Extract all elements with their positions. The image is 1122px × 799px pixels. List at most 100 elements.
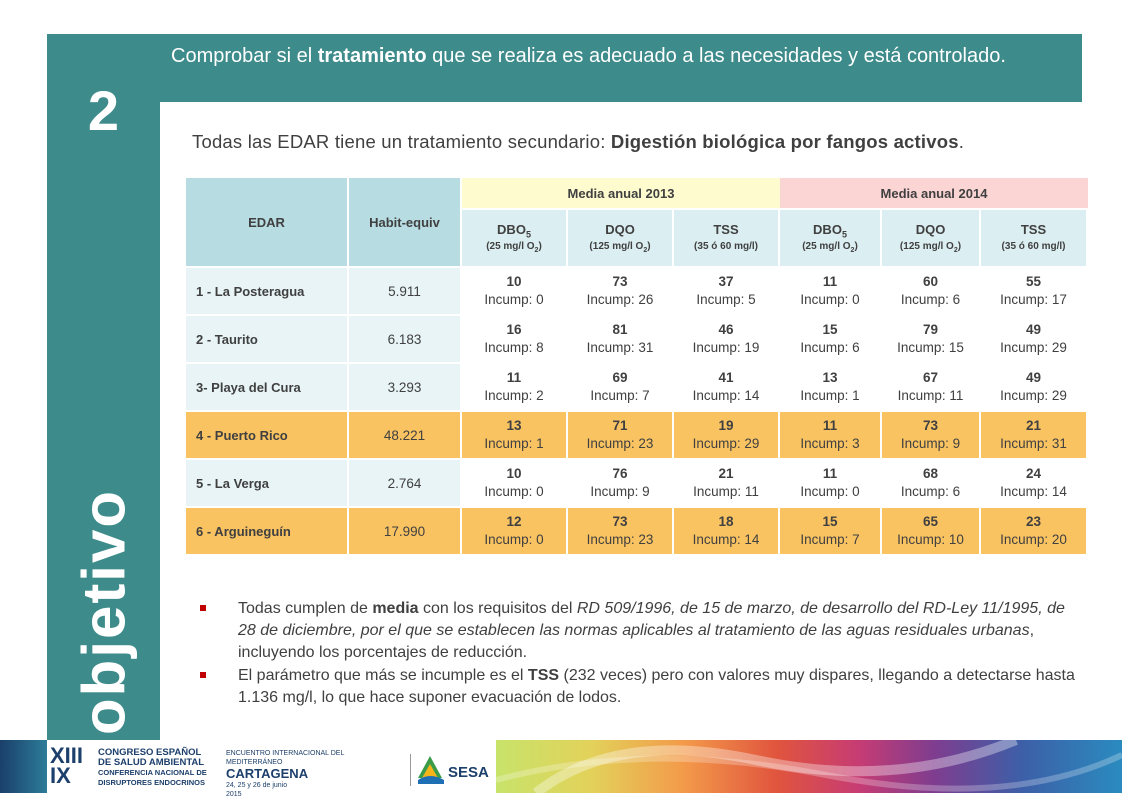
decorative-art [496,740,1122,793]
noncompliance-count: Incump: 9 [590,484,650,499]
limit-text: (25 mg/l O [486,241,535,253]
param-subscript: 5 [841,229,847,240]
noncompliance-count: Incump: 11 [693,484,759,499]
noncompliance-count: Incump: 23 [586,532,654,547]
conference-line: DISRUPTORES ENDOCRINOS [98,778,205,787]
sub-header-param: DQO [568,222,672,240]
limit-text: (25 mg/l O [802,241,851,253]
limit-subscript: 2 [534,247,539,255]
value-cell: 76 Incump: 9 [568,458,674,506]
vertical-section-title: objetivo [70,488,138,736]
bullet-italic: RD 509/1996, de 15 de marzo, de desarrol… [238,600,1065,639]
sub-header-limit: (125 mg/l O2) [882,241,979,254]
limit-subscript: 2 [643,247,648,255]
noncompliance-count: Incump: 1 [484,436,544,451]
noncompliance-count: Incump: 29 [1000,340,1067,355]
limit-text: ) [957,241,962,253]
noncompliance-count: Incump: 20 [1000,532,1067,547]
noncompliance-count: Incump: 14 [1000,484,1067,499]
sub-header-param: DQO [882,222,979,240]
habit-equiv-cell: 2.764 [349,458,462,506]
value-cell: 71 Incump: 23 [568,410,674,458]
habit-equiv-cell: 6.183 [349,314,462,362]
limit-text: ) [854,241,858,253]
param-name: TSS [1020,221,1047,237]
mean-value: 73 [922,418,939,433]
limit-text: ) [647,241,651,253]
noncompliance-count: Incump: 10 [897,532,964,547]
subtitle-text: . [958,131,965,152]
table-row: 2 - Taurito 6.183 16 Incump: 8 81 Incump: 31 4… [186,314,1088,362]
sesa-text: SESA [448,764,489,781]
group-header-2014: Media anual 2014 [780,178,1088,208]
param-name: DQO [605,221,635,237]
habit-equiv-cell: 17.990 [349,506,462,554]
congress-logo-mark [0,740,47,793]
congress-line: CONGRESO ESPAÑOL [98,747,202,758]
event-city: CARTAGENA [226,766,309,781]
conference-line: CONFERENCIA NACIONAL DE [98,768,207,777]
swirl-art [496,740,1122,793]
limit-text: (125 mg/l O [589,241,644,253]
noncompliance-count: Incump: 5 [696,292,756,307]
noncompliance-count: Incump: 17 [1000,292,1067,307]
group-header-2013: Media anual 2013 [462,178,780,208]
noncompliance-count: Incump: 0 [484,292,544,307]
mean-value: 69 [612,370,628,385]
value-cell: 79 Incump: 15 [882,314,981,362]
bullet-bold: TSS [527,667,560,684]
sub-header-cell: DQO (125 mg/l O2) [568,208,674,266]
event-dates: 24, 25 y 26 de junio [226,782,288,789]
mean-value: 24 [1025,466,1042,481]
mean-value: 12 [506,514,522,529]
value-cell: 11 Incump: 0 [780,458,882,506]
value-cell: 24 Incump: 14 [981,458,1088,506]
mean-value: 21 [718,466,734,481]
limit-subscript: 2 [850,247,855,255]
noncompliance-count: Incump: 29 [692,436,760,451]
mean-value: 79 [922,322,939,337]
sub-header-cell: TSS (35 ó 60 mg/l) [981,208,1088,266]
table-row: 4 - Puerto Rico 48.221 13 Incump: 1 71 Incump… [186,410,1088,458]
bullet-item: El parámetro que más se incumple es el T… [200,665,1075,709]
value-cell: 15 Incump: 7 [780,506,882,554]
value-cell: 10 Incump: 0 [462,458,568,506]
noncompliance-count: Incump: 2 [484,388,544,403]
sesa-icon: SESA [410,754,489,786]
mean-value: 49 [1025,370,1042,385]
noncompliance-count: Incump: 0 [800,292,860,307]
habit-equiv-cell: 5.911 [349,266,462,314]
header-text-part: Comprobar si el [171,45,318,67]
value-cell: 46 Incump: 19 [674,314,780,362]
sub-header-param: TSS [674,222,778,240]
bullet-item: Todas cumplen de media con los requisito… [200,598,1075,664]
table-body: 1 - La Posteragua 5.911 10 Incump: 0 73 Incum… [186,266,1088,554]
noncompliance-count: Incump: 14 [692,388,760,403]
value-cell: 13 Incump: 1 [462,410,568,458]
value-cell: 21 Incump: 31 [981,410,1088,458]
noncompliance-count: Incump: 23 [586,436,654,451]
mean-value: 21 [1025,418,1042,433]
bullet-text: Todas cumplen de [238,600,373,617]
mean-value: 10 [506,274,522,289]
bullet-square-icon [200,605,206,611]
header-bold-word: tratamiento [317,45,427,67]
bullet-text: , incluyendo los porcentajes de reducció… [238,622,1035,661]
value-cell: 11 Incump: 3 [780,410,882,458]
sidebar-band [47,34,160,740]
subtitle-text: Todas las EDAR tiene un tratamiento secu… [192,131,611,152]
noncompliance-count: Incump: 0 [800,484,860,499]
sub-header-limit: (25 mg/l O2) [462,241,566,254]
value-cell: 49 Incump: 29 [981,362,1088,410]
value-cell: 10 Incump: 0 [462,266,568,314]
table-row: 3- Playa del Cura 3.293 11 Incump: 2 69 Incum… [186,362,1088,410]
mean-value: 81 [612,322,628,337]
noncompliance-count: Incump: 3 [800,436,860,451]
value-cell: 81 Incump: 31 [568,314,674,362]
mean-value: 46 [718,322,734,337]
param-name: DBO [497,221,526,237]
edar-name-cell: 6 - Arguineguín [186,506,349,554]
col-header-edar: EDAR [186,178,349,266]
header-text-part: que se realiza es adecuado a las necesid… [426,45,1006,67]
sub-header-limit: (35 ó 60 mg/l) [674,241,778,254]
